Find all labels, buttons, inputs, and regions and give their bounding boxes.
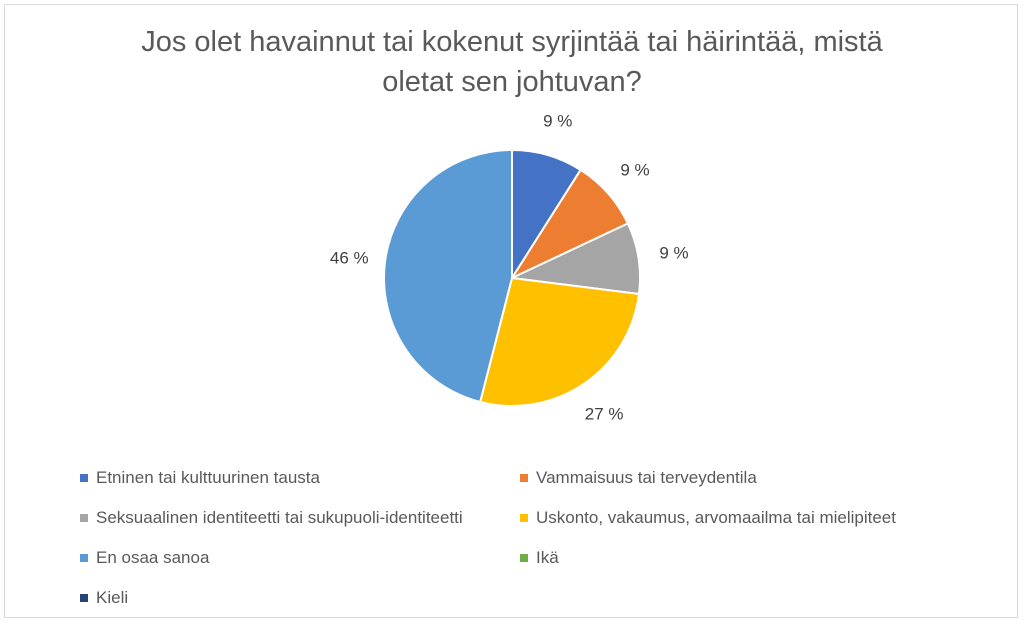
pie-slice-3[interactable] xyxy=(478,276,641,407)
legend-swatch xyxy=(80,474,88,482)
data-label-0: 9 % xyxy=(543,112,572,131)
legend-item-5[interactable]: Ikä xyxy=(520,538,960,578)
chart-legend: Etninen tai kulttuurinen tausta Vammaisuu… xyxy=(80,458,980,618)
data-label-4: 46 % xyxy=(330,248,369,267)
legend-swatch xyxy=(520,554,528,562)
legend-label: Uskonto, vakaumus, arvomaailma tai mieli… xyxy=(536,508,896,527)
pie-slice-4[interactable] xyxy=(383,148,513,404)
legend-item-4[interactable]: En osaa sanoa xyxy=(80,538,520,578)
legend-swatch xyxy=(520,514,528,522)
legend-label: Ikä xyxy=(536,548,559,567)
data-label-1: 9 % xyxy=(620,161,649,180)
data-label-2: 9 % xyxy=(659,243,688,262)
legend-label: Seksuaalinen identiteetti tai sukupuoli-… xyxy=(96,508,463,527)
legend-label: En osaa sanoa xyxy=(96,548,210,567)
legend-item-6[interactable]: Kieli xyxy=(80,578,520,618)
legend-item-0[interactable]: Etninen tai kulttuurinen tausta xyxy=(80,458,520,498)
legend-item-1[interactable]: Vammaisuus tai terveydentila xyxy=(520,458,960,498)
legend-swatch xyxy=(80,554,88,562)
legend-swatch xyxy=(80,594,88,602)
legend-label: Kieli xyxy=(96,588,129,607)
legend-swatch xyxy=(520,474,528,482)
data-label-3: 27 % xyxy=(585,405,624,424)
chart-title: Jos olet havainnut tai kokenut syrjintää… xyxy=(141,26,883,98)
legend-item-2[interactable]: Seksuaalinen identiteetti tai sukupuoli-… xyxy=(80,498,520,538)
legend-item-3[interactable]: Uskonto, vakaumus, arvomaailma tai mieli… xyxy=(520,498,960,538)
legend-label: Etninen tai kulttuurinen tausta xyxy=(96,468,320,487)
legend-label: Vammaisuus tai terveydentila xyxy=(536,468,757,487)
legend-swatch xyxy=(80,514,88,522)
